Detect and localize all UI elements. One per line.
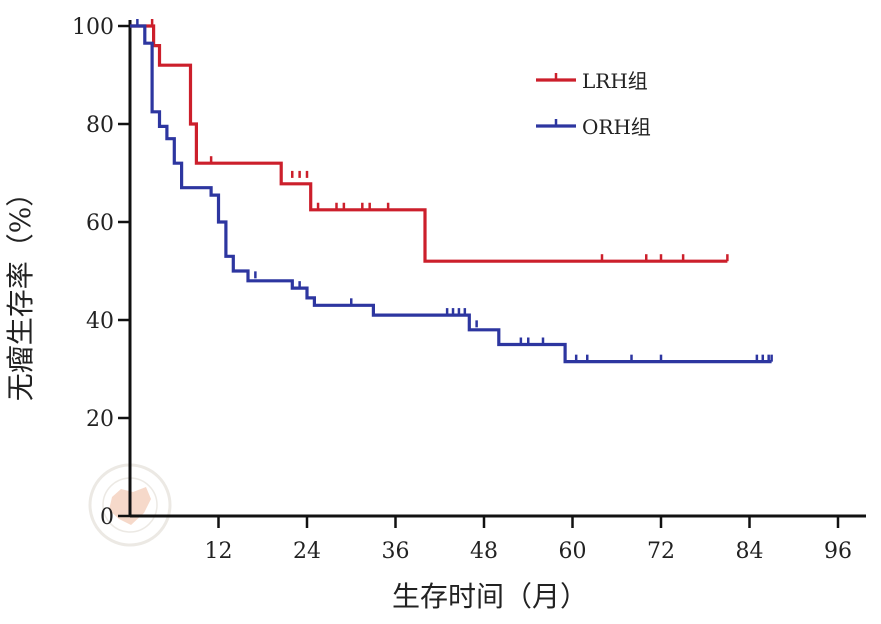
y-tick-label: 100 <box>72 15 114 40</box>
series-line-0 <box>130 24 728 263</box>
y-axis-title-group: 无瘤生存率（%） <box>4 179 37 402</box>
censor-marks-layer <box>136 19 773 362</box>
x-tick-label: 60 <box>559 539 587 564</box>
y-axis-title: 无瘤生存率（%） <box>4 179 37 402</box>
series-layer <box>130 24 772 364</box>
x-tick-label: 72 <box>647 539 675 564</box>
y-tick-label: 60 <box>86 211 114 236</box>
legend-label-orh: ORH组 <box>582 115 651 139</box>
legend: LRH组 ORH组 <box>536 69 651 139</box>
y-tick-label: 0 <box>100 505 114 530</box>
y-tick-label: 40 <box>86 309 114 334</box>
x-axis-title: 生存时间（月） <box>392 580 588 613</box>
axes: 0 20 40 60 80 100 12 24 36 48 60 72 84 96 <box>72 15 866 564</box>
y-tick-label: 20 <box>86 407 114 432</box>
x-tick-label: 96 <box>824 539 852 564</box>
series-line-1 <box>130 24 772 364</box>
x-tick-label: 24 <box>293 539 321 564</box>
x-tick-label: 36 <box>382 539 410 564</box>
x-tick-label: 48 <box>470 539 498 564</box>
x-tick-label: 84 <box>736 539 764 564</box>
y-tick-label: 80 <box>86 113 114 138</box>
legend-label-lrh: LRH组 <box>582 69 648 93</box>
x-tick-label: 12 <box>205 539 233 564</box>
